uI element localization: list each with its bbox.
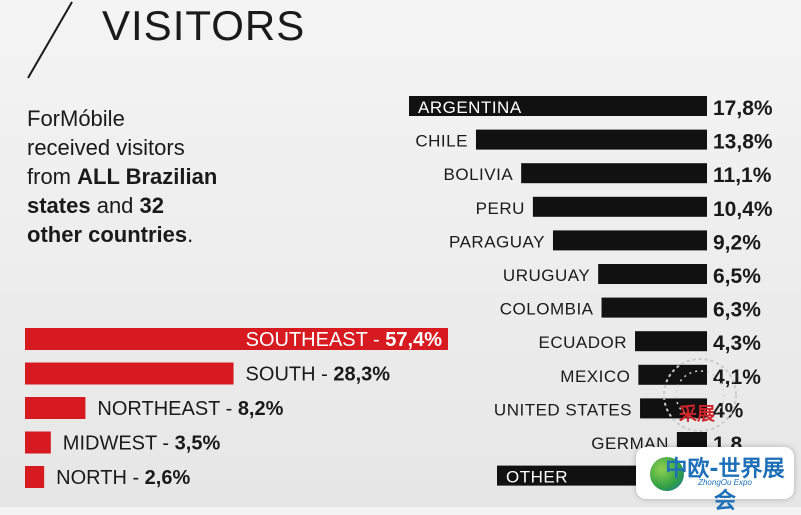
country-value-label: 4% bbox=[713, 399, 744, 422]
intro-line-3-text: from bbox=[27, 164, 78, 189]
country-value-label: 9,2% bbox=[713, 231, 761, 254]
region-label: NORTH - 2,6% bbox=[56, 467, 190, 489]
intro-text: ForMóbile received visitors from ALL Bra… bbox=[27, 104, 327, 249]
country-value-label: 17,8% bbox=[713, 97, 773, 120]
watermark-stamp: 采展 bbox=[655, 350, 745, 440]
intro-line-3-bold: ALL Brazilian bbox=[77, 164, 218, 189]
region-bar bbox=[25, 328, 448, 350]
intro-line-5-text: . bbox=[187, 222, 194, 247]
country-value-label: 6,3% bbox=[713, 299, 761, 322]
country-value-label: 6,5% bbox=[713, 265, 761, 288]
intro-line-5-bold: other countries bbox=[27, 222, 188, 247]
region-bar bbox=[25, 397, 86, 419]
intro-line-4-bold-a: states bbox=[27, 193, 91, 218]
badge-subtitle: ZhongOu Expo bbox=[698, 478, 752, 487]
region-bar bbox=[25, 362, 234, 385]
country-bar bbox=[532, 196, 707, 217]
country-bar bbox=[638, 364, 707, 385]
watermark-badge: 中欧-世界展会 ZhongOu Expo bbox=[636, 447, 794, 514]
country-label: COLOMBIA bbox=[500, 300, 594, 319]
intro-line-2: received visitors bbox=[27, 135, 185, 160]
country-label: UNITED STATES bbox=[494, 400, 632, 419]
country-label: ARGENTINA bbox=[418, 98, 522, 117]
country-value-label: 4,1% bbox=[713, 366, 761, 389]
page-title: VISITORS bbox=[102, 2, 306, 49]
globe-icon bbox=[650, 457, 684, 491]
region-label: NORTHEAST - 8,2% bbox=[97, 398, 283, 420]
region-label: MIDWEST - 3,5% bbox=[63, 433, 221, 455]
country-bar bbox=[475, 129, 707, 150]
intro-line-4-text: and bbox=[90, 193, 140, 218]
country-bar bbox=[598, 264, 707, 284]
country-label: CHILE bbox=[415, 132, 468, 151]
country-label: PERU bbox=[476, 199, 525, 218]
country-value-label: 11,1% bbox=[713, 164, 772, 187]
badge-title: 中欧-世界展会 bbox=[665, 457, 785, 514]
country-bar bbox=[552, 230, 707, 251]
country-label: ECUADOR bbox=[538, 333, 627, 352]
country-value-label: 13,8% bbox=[713, 131, 773, 154]
country-bar bbox=[601, 297, 707, 318]
stamp-label: 采展 bbox=[679, 404, 715, 425]
country-label: URUGUAY bbox=[503, 266, 590, 285]
stamp-ring-icon bbox=[663, 358, 737, 432]
country-value-label: 10,4% bbox=[713, 198, 773, 221]
country-label: OTHER bbox=[506, 468, 568, 487]
intro-line-4: states and 32 bbox=[27, 191, 327, 220]
intro-line-5: other countries. bbox=[27, 220, 327, 249]
title-slash-decoration bbox=[27, 1, 73, 79]
country-label: MEXICO bbox=[560, 367, 630, 386]
region-label: SOUTHEAST - 57,4% bbox=[246, 329, 443, 351]
intro-line-4-bold-b: 32 bbox=[139, 193, 165, 218]
country-value-label: 4,3% bbox=[713, 332, 761, 355]
country-label: BOLIVIA bbox=[444, 165, 514, 184]
intro-line-3: from ALL Brazilian bbox=[27, 162, 327, 191]
country-bar bbox=[521, 163, 707, 184]
region-bar bbox=[25, 431, 51, 454]
intro-line-1: ForMóbile bbox=[27, 106, 125, 131]
country-label: PARAGUAY bbox=[449, 232, 545, 251]
country-bar bbox=[640, 398, 707, 419]
region-label: SOUTH - 28,3% bbox=[246, 364, 391, 386]
region-bar bbox=[25, 466, 45, 488]
country-bar bbox=[409, 96, 707, 116]
country-bar bbox=[635, 331, 707, 352]
